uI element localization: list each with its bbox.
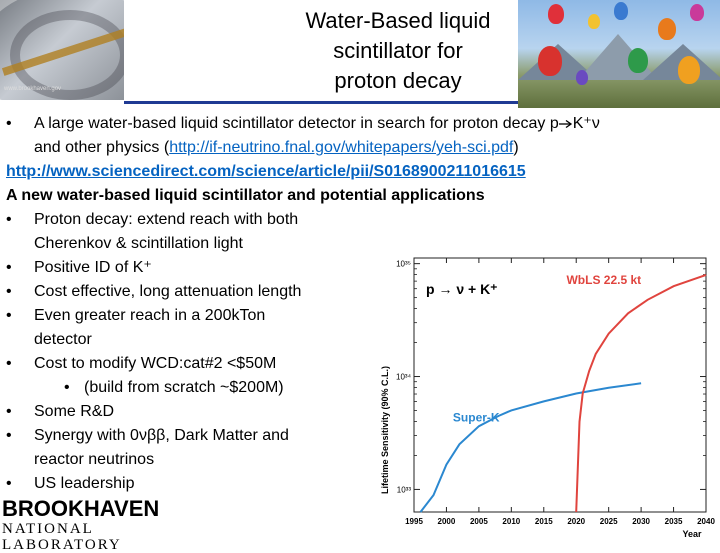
sensitivity-chart: Lifetime Sensitivity (90% C.L.) Year p →… — [374, 250, 720, 540]
reference-link[interactable]: http://www.sciencedirect.com/science/art… — [6, 163, 526, 180]
x-tick-label: 1995 — [405, 517, 423, 526]
series-label-super-k: Super-K — [453, 411, 500, 425]
x-tick-label: 2000 — [438, 517, 456, 526]
bullet-item: • Even greater reach in a 200kTon — [6, 307, 266, 324]
x-tick-label: 2010 — [502, 517, 520, 526]
y-tick-label: 10³³ — [397, 485, 412, 494]
series-label-wbls: WbLS 22.5 kt — [566, 273, 641, 287]
bullet-item: • Synergy with 0νββ, Dark Matter and — [6, 427, 289, 444]
x-tick-label: 2030 — [632, 517, 650, 526]
bullet-item: • Cost effective, long attenuation length — [6, 283, 302, 300]
y-axis-label: Lifetime Sensitivity (90% C.L.) — [380, 366, 390, 494]
whitepaper-link[interactable]: http://if-neutrino.fnal.gov/whitepapers/… — [169, 139, 514, 156]
image-credit: www.brookhaven.gov — [4, 86, 62, 92]
bullet-item: • Cost to modify WCD:cat#2 <$50M — [6, 355, 277, 372]
header-image-tunnel: www.brookhaven.gov — [0, 0, 124, 100]
slide-body: • A large water-based liquid scintillato… — [6, 112, 718, 496]
x-tick-label: 2005 — [470, 517, 488, 526]
plot-frame — [413, 257, 707, 513]
x-tick-label: 2040 — [697, 517, 715, 526]
bnl-logo: BROOKHAVEN NATIONAL LABORATORY — [2, 496, 212, 553]
logo-brookhaven: BROOKHAVEN — [2, 496, 160, 521]
bullet-continuation: detector — [34, 331, 92, 348]
bullet-item: • Proton decay: extend reach with both — [6, 211, 299, 228]
series-line-super-k — [419, 382, 642, 513]
slide-title: Water-Based liquid scintillator for prot… — [305, 8, 491, 93]
series-line-wbls-22-5-kt — [575, 273, 707, 513]
x-tick-label: 2025 — [600, 517, 618, 526]
bullet-continuation: Cherenkov & scintillation light — [34, 235, 243, 252]
decay-annotation: p → ν + K⁺ — [426, 281, 498, 297]
y-tick-label: 10³⁴ — [396, 373, 412, 382]
y-tick-label: 10³⁵ — [396, 260, 411, 269]
bullet-continuation: reactor neutrinos — [34, 451, 155, 468]
arrow-right-icon — [558, 119, 572, 128]
x-tick-label: 2015 — [535, 517, 553, 526]
sub-bullet-item: • (build from scratch ~$200M) — [64, 379, 284, 396]
bullet-continuation: and other physics (http://if-neutrino.fn… — [34, 139, 519, 156]
x-tick-label: 2020 — [567, 517, 585, 526]
title-underline — [124, 101, 518, 104]
bullet-item: • A large water-based liquid scintillato… — [6, 115, 600, 132]
bullet-item: • Some R&D — [6, 403, 115, 420]
x-tick-label: 2035 — [665, 517, 683, 526]
bullet-item: • US leadership — [6, 475, 135, 492]
reference-title: A new water-based liquid scintillator an… — [6, 187, 485, 204]
bullet-item: • Positive ID of K⁺ — [6, 259, 152, 276]
header-image-balloons — [518, 0, 720, 108]
logo-national-laboratory: NATIONAL LABORATORY — [2, 521, 122, 553]
x-axis-label: Year — [682, 529, 702, 539]
